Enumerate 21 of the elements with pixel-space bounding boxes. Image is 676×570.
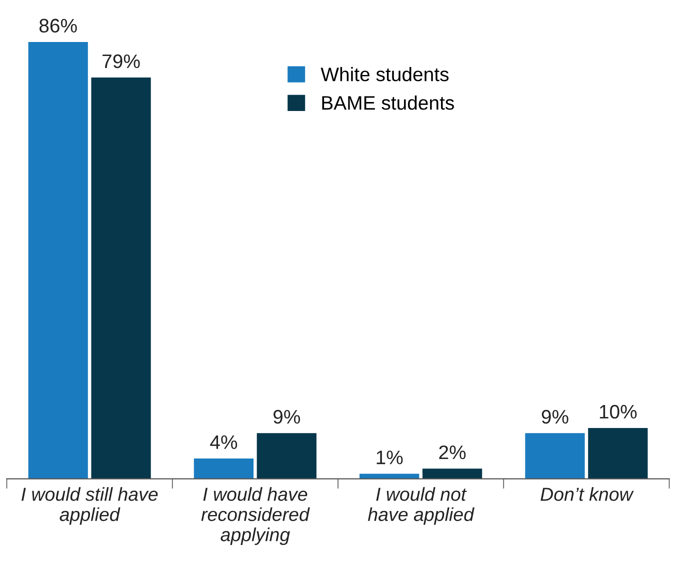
bar xyxy=(194,458,254,479)
data-label: 9% xyxy=(274,410,300,424)
data-label: 4% xyxy=(210,435,238,450)
data-label: 79% xyxy=(102,54,140,68)
legend-label: White students xyxy=(320,66,449,82)
bar xyxy=(422,468,482,479)
data-label: 10% xyxy=(600,404,637,419)
data-label: 1% xyxy=(376,450,403,464)
bar xyxy=(91,78,151,479)
bar xyxy=(525,433,585,479)
data-label: 86% xyxy=(39,18,77,33)
bar xyxy=(256,433,316,479)
legend-label: BAME students xyxy=(322,96,454,110)
x-tick-label: I would not have applied xyxy=(368,487,474,525)
x-tick-label: I would still have applied xyxy=(22,487,158,525)
x-tick-label: Don’t know xyxy=(540,487,634,501)
data-label: 9% xyxy=(542,410,568,424)
data-label: 2% xyxy=(439,445,466,460)
bar xyxy=(28,42,88,479)
x-tick-label: I would have reconsidered applying xyxy=(201,487,310,546)
bar xyxy=(588,428,648,479)
